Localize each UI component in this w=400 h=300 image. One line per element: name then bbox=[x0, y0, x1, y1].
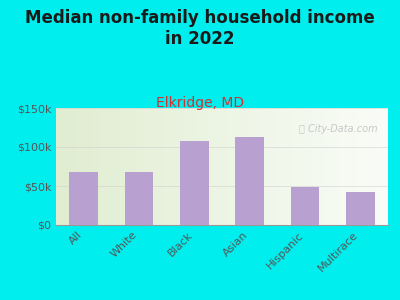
Bar bbox=[235, 137, 264, 225]
Bar bbox=[346, 192, 375, 225]
Bar bbox=[125, 172, 153, 225]
Bar bbox=[180, 141, 209, 225]
Text: Median non-family household income
in 2022: Median non-family household income in 20… bbox=[25, 9, 375, 48]
Text: ⓘ City-Data.com: ⓘ City-Data.com bbox=[300, 124, 378, 134]
Bar bbox=[69, 172, 98, 225]
Bar bbox=[291, 187, 319, 225]
Text: Elkridge, MD: Elkridge, MD bbox=[156, 96, 244, 110]
